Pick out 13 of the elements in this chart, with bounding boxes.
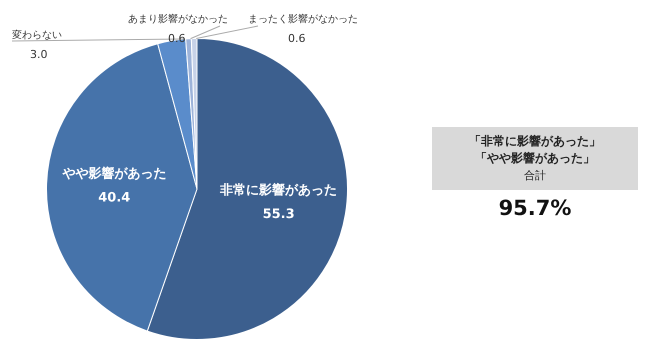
slice-label: あまり影響がなかった	[128, 13, 228, 25]
slice-label: やや影響があった	[61, 165, 166, 182]
data-label: 0.6	[288, 32, 306, 45]
text: 合計	[523, 168, 547, 184]
slice-label: 変わらない	[12, 29, 62, 41]
data-label: 3.0	[30, 48, 48, 61]
text: 「やや影響があった」	[474, 150, 596, 167]
text: 「非常に影響があった」	[468, 133, 602, 150]
data-label: 55.3	[262, 207, 295, 222]
slice-label: まったく影響がなかった	[248, 13, 358, 25]
text: 95.7%	[498, 196, 572, 220]
slice-label: 非常に影響があった	[219, 182, 338, 198]
data-label: 40.4	[98, 190, 130, 206]
